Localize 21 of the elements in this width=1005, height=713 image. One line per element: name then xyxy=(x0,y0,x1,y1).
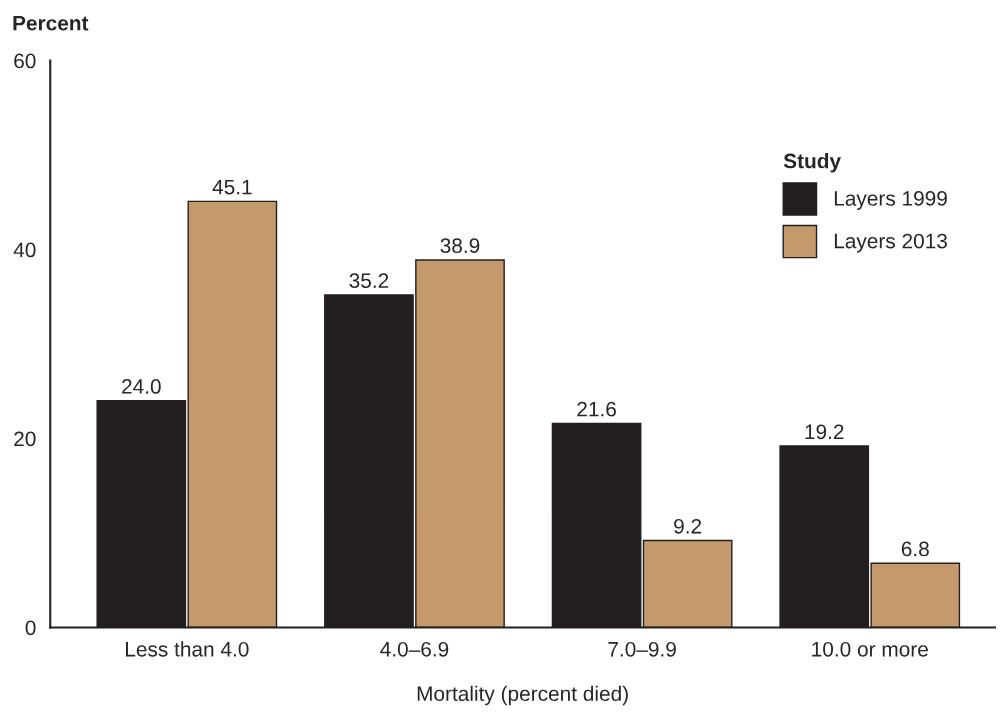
data-label: 45.1 xyxy=(212,179,252,195)
y-tick-label: 60 xyxy=(14,53,36,69)
data-label: 38.9 xyxy=(440,238,480,254)
y-tick-label: 0 xyxy=(25,620,36,636)
data-label: 19.2 xyxy=(805,424,844,440)
y-axis-title: Percent xyxy=(13,16,89,31)
x-tick-label: 4.0–6.9 xyxy=(380,641,449,657)
x-tick-label: Less than 4.0 xyxy=(126,641,249,657)
y-tick-label: 40 xyxy=(13,242,36,258)
legend-title: Study xyxy=(783,153,841,173)
legend-label: Layers 2013 xyxy=(834,233,947,253)
x-axis-title: Mortality (percent died) xyxy=(417,685,628,706)
data-label: 21.6 xyxy=(577,401,616,417)
x-tick-label: 7.0–9.9 xyxy=(608,641,676,657)
x-tick-label: 10.0 or more xyxy=(812,641,928,657)
data-label: 24.0 xyxy=(122,379,161,394)
data-label: 6.8 xyxy=(901,541,929,557)
data-label: 35.2 xyxy=(349,273,389,288)
legend-label: Layers 1999 xyxy=(834,191,947,210)
y-tick-label: 20 xyxy=(14,431,36,447)
data-label: 9.2 xyxy=(674,518,702,534)
